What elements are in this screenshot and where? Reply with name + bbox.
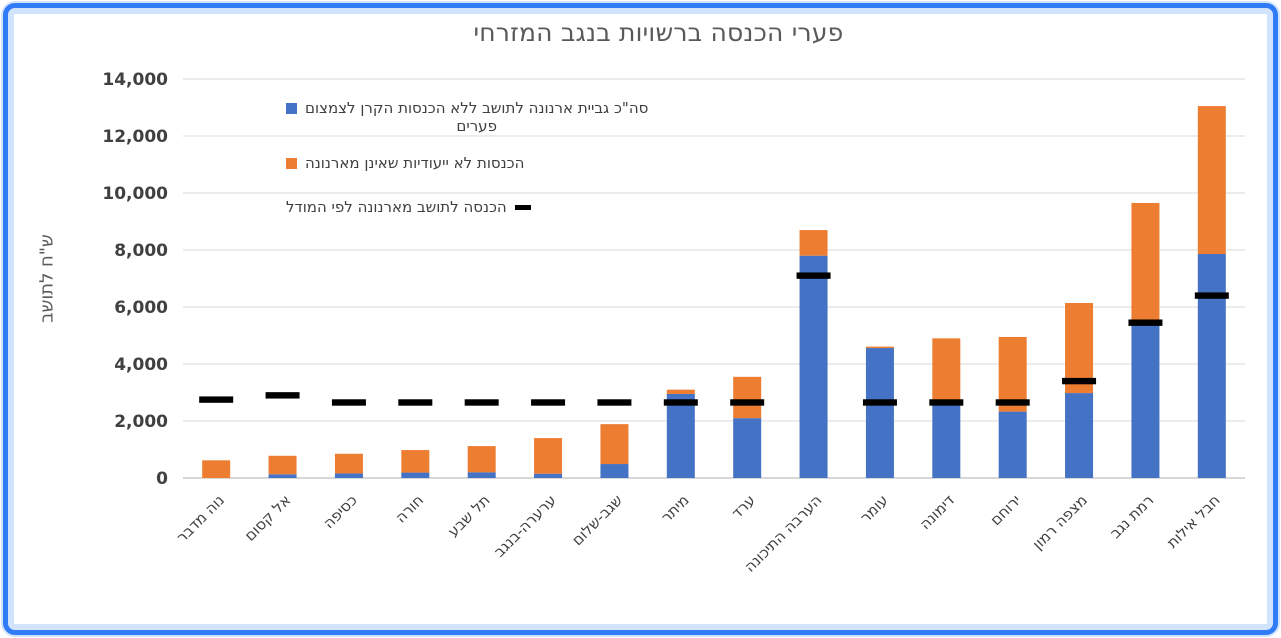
model-dash-marker	[796, 272, 831, 279]
model-dash-marker	[199, 396, 234, 403]
bar-blue-segment	[467, 472, 496, 478]
black-dash-icon	[514, 204, 531, 210]
bar-orange-segment	[1131, 202, 1160, 325]
bar-orange-segment	[1197, 106, 1226, 254]
bar-blue-segment	[865, 348, 894, 478]
bar-orange-segment	[932, 338, 961, 404]
bar-blue-segment	[600, 464, 629, 478]
x-category-label: דימונה	[916, 491, 958, 533]
bar-blue-segment	[1197, 253, 1226, 478]
bar-orange-segment	[534, 438, 563, 474]
bar-orange-segment	[202, 460, 231, 478]
x-category-label: ערערה-בנגב	[490, 491, 560, 561]
x-category-label: אל קסום	[241, 491, 295, 545]
chart-legend: סה"כ גביית ארנונה לתושב ללא הכנסות הקרן …	[286, 99, 746, 216]
x-category-label: חבל אילות	[1163, 491, 1224, 552]
bar-orange-segment	[401, 450, 430, 473]
y-tick-label: 14,000	[102, 70, 168, 90]
bar-blue-segment	[401, 472, 430, 478]
y-tick-label: 10,000	[102, 184, 168, 204]
bar-orange-segment	[998, 336, 1027, 412]
model-dash-marker	[929, 399, 964, 406]
x-category-label: מיתר	[657, 491, 692, 526]
bar-orange-segment	[334, 453, 363, 474]
model-dash-marker	[398, 399, 433, 406]
y-tick-label: 2,000	[114, 412, 168, 432]
legend-label: סה"כ גביית ארנונה לתושב ללא הכנסות הקרן …	[305, 99, 648, 135]
bar-orange-segment	[865, 346, 894, 349]
x-category-label: כסיפה	[320, 491, 361, 532]
bar-blue-segment	[799, 255, 828, 478]
y-tick-label: 4,000	[114, 355, 168, 375]
legend-item-arnona-total: סה"כ גביית ארנונה לתושב ללא הכנסות הקרן …	[286, 99, 746, 135]
x-category-label: חורה	[392, 491, 427, 526]
bar-orange-segment	[799, 230, 828, 256]
bar-orange-segment	[600, 424, 629, 465]
orange-square-icon	[286, 157, 297, 169]
y-tick-label: 8,000	[114, 241, 168, 261]
model-dash-marker	[464, 399, 499, 406]
model-dash-marker	[862, 399, 897, 406]
bar-orange-segment	[666, 389, 695, 394]
model-dash-marker	[1128, 319, 1163, 326]
x-category-label: רמת נגב	[1106, 491, 1157, 542]
bar-blue-segment	[1131, 324, 1160, 478]
y-tick-label: 12,000	[102, 127, 168, 147]
model-dash-marker	[597, 399, 632, 406]
x-category-label: נוה מדבר	[173, 491, 228, 546]
legend-item-non-arnona-income: הכנסות לא ייעודיות שאינן מארנונה	[286, 154, 746, 172]
x-category-label: ערד	[728, 491, 759, 522]
bar-blue-segment	[932, 403, 961, 478]
x-category-label: עומר	[856, 491, 891, 526]
x-category-label: תל שבע	[444, 491, 493, 540]
bar-blue-segment	[733, 418, 762, 478]
bar-blue-segment	[666, 393, 695, 478]
bar-blue-segment	[1065, 393, 1094, 478]
x-category-label: מצפה רמון	[1029, 491, 1091, 553]
blue-square-icon	[286, 103, 297, 114]
bar-orange-segment	[733, 376, 762, 419]
x-category-label: ירוחם	[987, 491, 1025, 529]
chart-title: פערי הכנסה ברשויות בנגב המזרחי	[473, 18, 844, 47]
model-dash-marker	[1062, 377, 1097, 385]
model-dash-marker	[730, 399, 765, 406]
model-dash-marker	[265, 392, 300, 399]
y-tick-label: 0	[156, 469, 168, 489]
model-dash-marker	[531, 399, 566, 406]
y-tick-label: 6,000	[114, 298, 168, 318]
legend-label-line1: סה"כ גביית ארנונה לתושב ללא הכנסות הקרן …	[305, 99, 649, 117]
model-dash-marker	[663, 399, 698, 406]
model-dash-marker	[331, 399, 366, 406]
legend-label: הכנסות לא ייעודיות שאינן מארנונה	[305, 154, 525, 172]
bar-orange-segment	[268, 455, 297, 475]
legend-item-model-income: הכנסה לתושב מארנונה לפי המודל	[286, 198, 746, 216]
bar-blue-segment	[268, 474, 297, 478]
model-dash-marker	[995, 399, 1030, 406]
model-dash-marker	[1194, 292, 1229, 299]
legend-label-line2: פערים	[456, 117, 497, 135]
bar-blue-segment	[534, 473, 563, 478]
x-category-label: שגב-שלום	[568, 491, 626, 549]
bar-blue-segment	[334, 473, 363, 478]
bar-blue-segment	[998, 411, 1027, 478]
legend-label: הכנסה לתושב מארנונה לפי המודל	[286, 198, 507, 216]
bar-orange-segment	[467, 446, 496, 473]
